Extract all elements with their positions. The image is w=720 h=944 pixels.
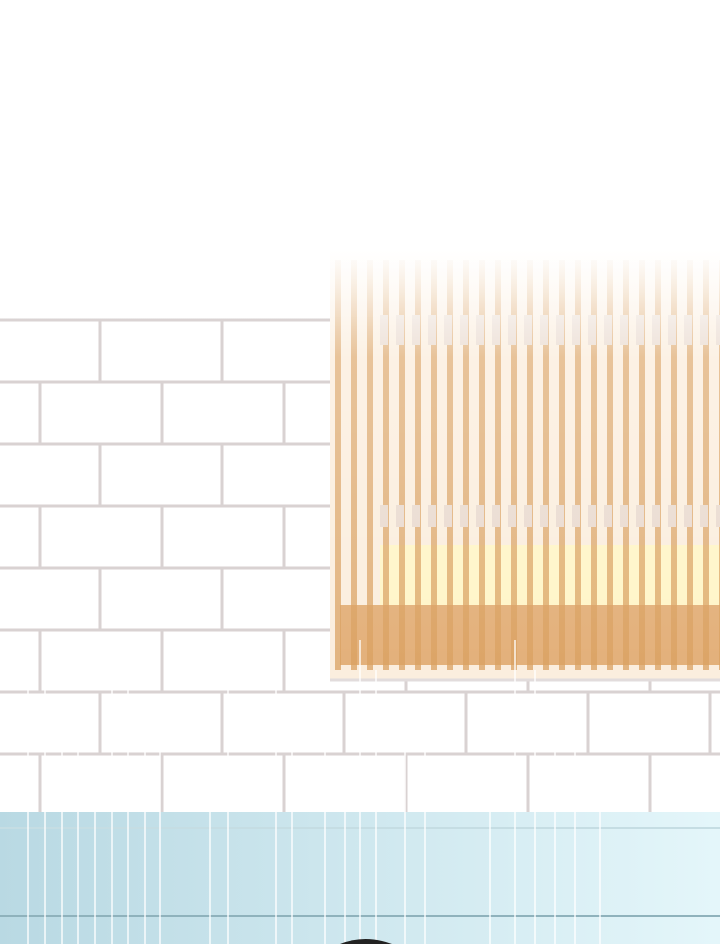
dark-shape <box>340 939 392 944</box>
rain <box>27 640 601 944</box>
